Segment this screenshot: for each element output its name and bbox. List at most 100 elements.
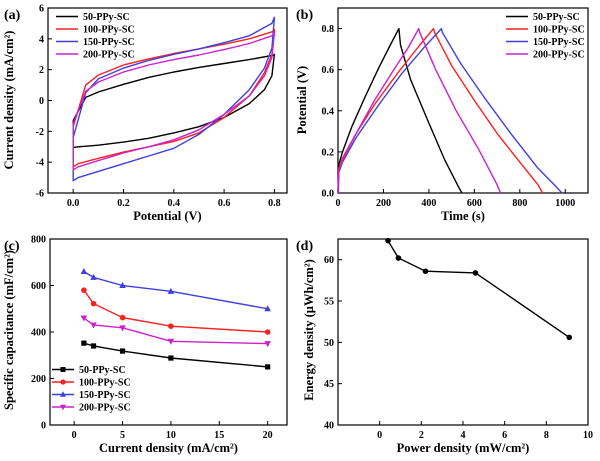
x-tick-label: 15 [214, 430, 224, 441]
y-tick-label: 600 [31, 281, 46, 292]
x-axis-label: Potential (V) [133, 209, 201, 223]
x-tick-label: 0.0 [67, 198, 80, 209]
y-tick-label: -6 [36, 189, 44, 200]
panel-label: (b) [296, 8, 313, 23]
x-tick-label: 0.4 [168, 198, 181, 209]
x-tick-label: 8 [544, 430, 549, 441]
legend-label: 150-PPy-SC [533, 37, 585, 48]
series-line [83, 289, 268, 333]
y-tick-label: 0.2 [322, 147, 335, 158]
series-line [387, 240, 570, 338]
series-line [337, 27, 563, 194]
legend-label: 150-PPy-SC [83, 37, 135, 48]
data-point [119, 325, 126, 332]
legend-label: 100-PPy-SC [533, 25, 585, 36]
y-tick-label: 4 [39, 34, 44, 45]
data-point [167, 338, 175, 345]
data-point [90, 300, 97, 307]
x-tick-label: 1000 [555, 198, 575, 209]
y-axis-label: Current density (mA/cm²) [2, 31, 16, 170]
legend-label: 50-PPy-SC [533, 12, 580, 23]
panel-label: (d) [296, 239, 313, 254]
panel-d: 0 2 4 6 8 10 40 45 50 55 60 Power density (mW/cm²) E… [296, 237, 593, 455]
data-point [80, 268, 88, 275]
plot-frame [337, 7, 589, 194]
data-point [81, 340, 87, 346]
legend-marker [60, 379, 66, 385]
legend-label: 200-PPy-SC [79, 403, 131, 414]
x-tick-label: 4 [461, 430, 466, 441]
x-tick-label: 5 [120, 430, 125, 441]
y-tick-label: 0.8 [322, 24, 335, 35]
series-line [337, 27, 502, 194]
legend-marker [60, 367, 66, 372]
legend-marker [60, 391, 66, 397]
x-tick-label: 0.6 [218, 198, 231, 209]
legend-label: 150-PPy-SC [79, 390, 131, 401]
legend-label: 200-PPy-SC [533, 50, 585, 61]
data-point [265, 364, 271, 370]
y-axis-label: Energy density (µWh/cm²) [302, 259, 316, 401]
y-tick-label: 0.0 [322, 189, 335, 200]
series-line [72, 32, 276, 171]
y-tick-label: -2 [36, 127, 44, 138]
data-point [90, 322, 97, 329]
x-tick-label: 0 [377, 430, 382, 441]
data-point [167, 287, 175, 294]
x-tick-label: 0.8 [268, 198, 281, 209]
y-tick-label: 45 [324, 379, 334, 390]
x-tick-label: 400 [421, 198, 436, 209]
x-tick-label: 2 [419, 430, 424, 441]
x-tick-label: 200 [376, 198, 391, 209]
panel-a: 0.0 0.2 0.4 0.6 0.8 -6 -4 -2 0 2 4 6 Potential (V) Cu… [2, 4, 288, 223]
panel-label: (c) [4, 239, 20, 254]
series-line [337, 27, 463, 194]
x-tick-label: 0 [72, 430, 77, 441]
x-tick-label: 10 [583, 430, 593, 441]
series-line [72, 53, 276, 149]
y-tick-label: 60 [324, 255, 334, 266]
data-point [119, 348, 126, 354]
data-point [119, 282, 126, 288]
y-tick-label: 55 [324, 297, 334, 308]
y-tick-label: -4 [36, 158, 44, 169]
y-tick-label: 400 [31, 328, 46, 339]
legend-marker [60, 404, 66, 411]
x-tick-label: 6 [502, 430, 507, 441]
data-point [385, 237, 391, 244]
y-axis-label: Specific capacitance (mF/cm²) [2, 250, 16, 410]
plot-frame [337, 238, 589, 426]
x-tick-label: 0 [336, 198, 341, 209]
x-axis-label: Time (s) [441, 209, 485, 223]
y-tick-label: 0.6 [322, 65, 335, 76]
data-point [80, 315, 88, 322]
x-tick-label: 800 [512, 198, 527, 209]
y-tick-label: 0.4 [322, 106, 335, 117]
data-point [264, 329, 271, 335]
data-point [566, 334, 573, 341]
x-tick-label: 10 [166, 430, 176, 441]
legend-label: 100-PPy-SC [79, 378, 131, 389]
data-point [264, 341, 271, 348]
legend-label: 50-PPy-SC [79, 365, 126, 376]
data-point [90, 343, 97, 349]
legend-label: 200-PPy-SC [83, 50, 135, 61]
y-tick-label: 200 [31, 374, 46, 385]
legend-label: 100-PPy-SC [83, 25, 135, 36]
x-tick-label: 0.2 [117, 198, 130, 209]
data-point [264, 305, 271, 312]
data-point [168, 355, 174, 361]
x-axis-label: Current density (mA/cm²) [99, 441, 238, 455]
y-tick-label: 0 [41, 421, 46, 432]
y-tick-label: 50 [324, 338, 334, 349]
x-axis-label: Power density (mW/cm²) [397, 441, 530, 455]
data-point [422, 268, 429, 275]
y-tick-label: 2 [39, 65, 44, 76]
series-line [72, 16, 276, 182]
y-axis-label: Potential (V) [295, 66, 309, 134]
